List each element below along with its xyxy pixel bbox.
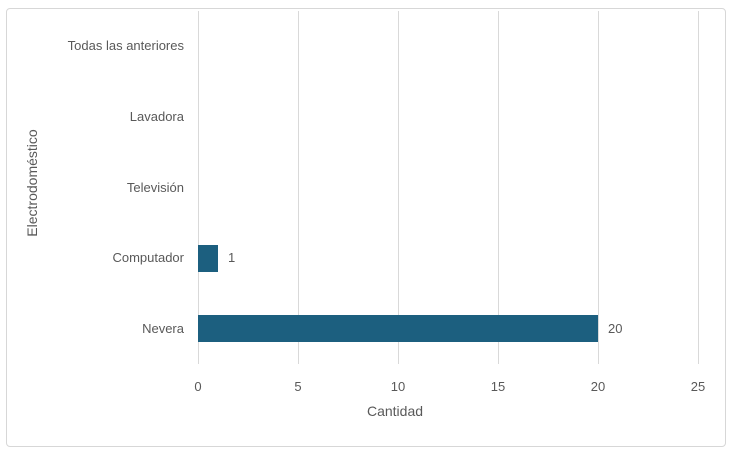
plot-area: 1 20 — [198, 11, 708, 364]
x-tick-label-20: 20 — [590, 379, 606, 394]
gridline-0 — [198, 11, 199, 364]
bar-value-label-nevera: 20 — [608, 320, 623, 336]
x-tick-label-10: 10 — [390, 379, 406, 394]
gridline-25 — [698, 11, 699, 364]
bar-nevera — [198, 315, 598, 343]
bar-computador — [198, 244, 218, 272]
x-tick-label-5: 5 — [294, 379, 302, 394]
y-category-label-todas-las-anteriores: Todas las anteriores — [67, 38, 184, 54]
gridline-15 — [498, 11, 499, 364]
y-category-label-television: Televisión — [126, 179, 184, 195]
y-category-label-nevera: Nevera — [142, 320, 184, 336]
y-category-label-computador: Computador — [112, 250, 184, 266]
x-axis-title: Cantidad — [366, 403, 424, 419]
x-tick-label-0: 0 — [194, 379, 202, 394]
chart-frame: Electrodoméstico 1 20 Todas las anteriore… — [6, 8, 726, 447]
y-category-label-lavadora: Lavadora — [129, 108, 184, 124]
gridline-20 — [598, 11, 599, 364]
gridline-5 — [298, 11, 299, 364]
x-tick-label-25: 25 — [690, 379, 706, 394]
gridline-10 — [398, 11, 399, 364]
bar-value-label-computador: 1 — [228, 250, 236, 266]
x-tick-label-15: 15 — [490, 379, 506, 394]
